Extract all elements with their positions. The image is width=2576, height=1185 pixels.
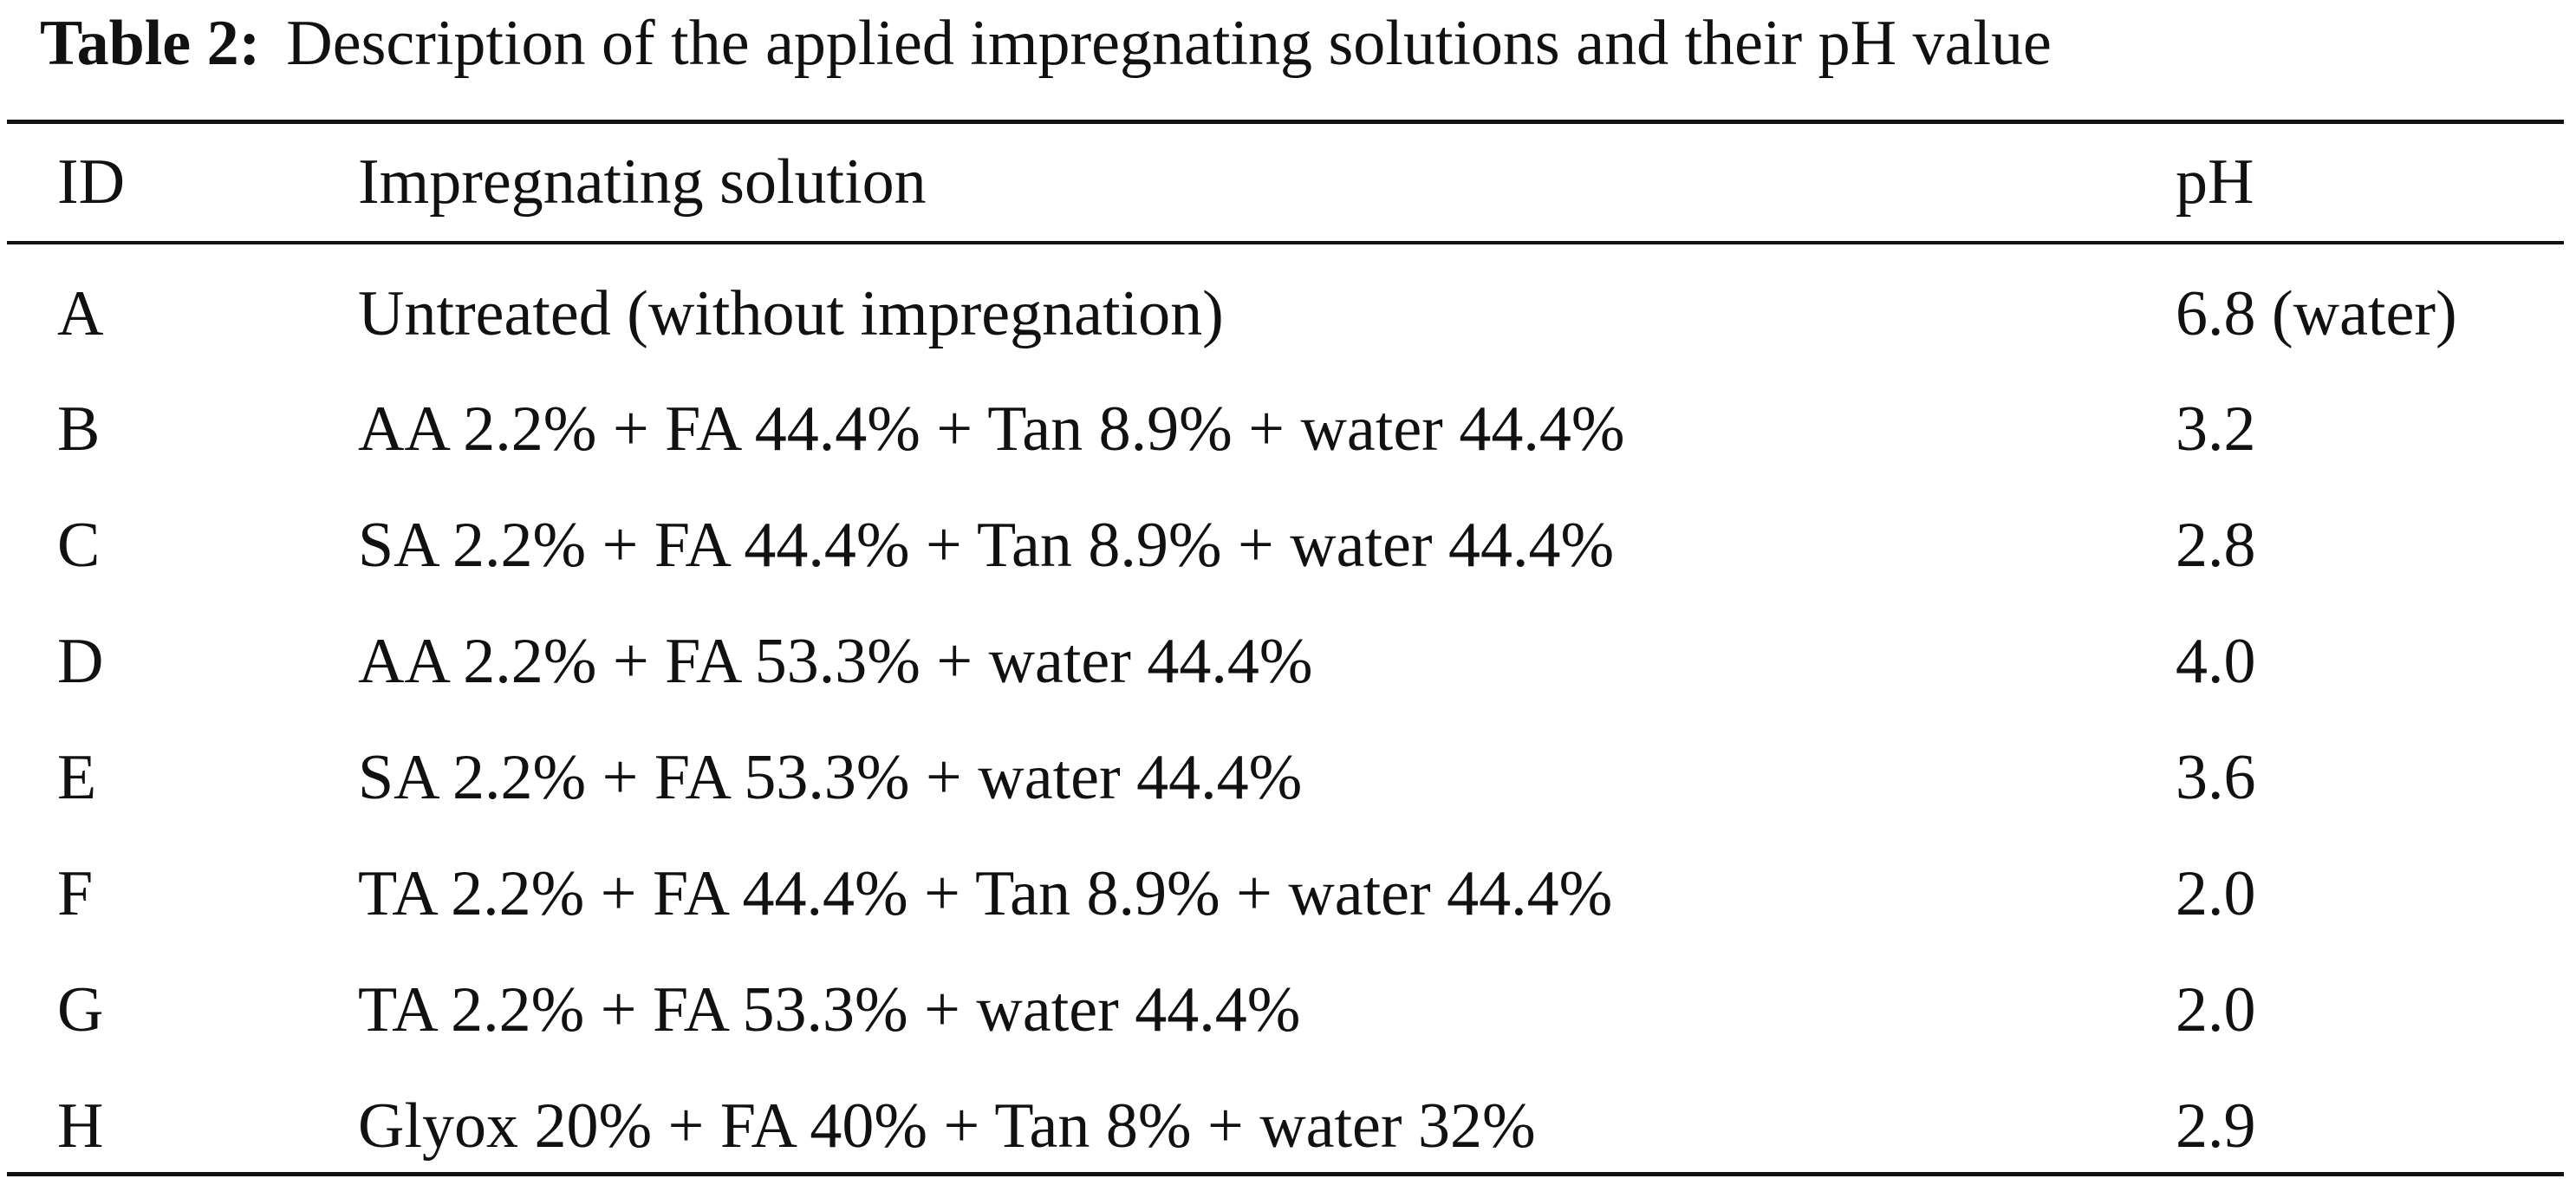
table-caption: Table 2: Description of the applied impre… <box>40 0 2052 87</box>
table-row: G TA 2.2% + FA 53.3% + water 44.4% 2.0 <box>7 952 2564 1068</box>
cell-id: B <box>57 393 101 465</box>
cell-id: A <box>57 277 104 349</box>
cell-ph: 3.6 <box>2176 741 2256 813</box>
cell-solution: AA 2.2% + FA 53.3% + water 44.4% <box>358 625 1313 697</box>
top-rule <box>7 120 2564 124</box>
cell-id: E <box>57 741 97 813</box>
cell-ph: 3.2 <box>2176 393 2256 465</box>
cell-ph: 4.0 <box>2176 625 2256 697</box>
cell-solution: SA 2.2% + FA 53.3% + water 44.4% <box>358 741 1303 813</box>
cell-ph: 6.8 (water) <box>2176 277 2457 349</box>
cell-ph: 2.0 <box>2176 973 2256 1045</box>
table-header-row: ID Impregnating solution pH <box>7 124 2564 241</box>
cell-id: C <box>57 509 101 581</box>
cell-solution: Glyox 20% + FA 40% + Tan 8% + water 32% <box>358 1090 1536 1162</box>
caption-label: Table 2: <box>40 8 261 79</box>
cell-solution: TA 2.2% + FA 44.4% + Tan 8.9% + water 44… <box>358 857 1613 929</box>
table-row: B AA 2.2% + FA 44.4% + Tan 8.9% + water … <box>7 371 2564 487</box>
cell-solution: Untreated (without impregnation) <box>358 277 1224 349</box>
table-row: H Glyox 20% + FA 40% + Tan 8% + water 32… <box>7 1068 2564 1184</box>
cell-ph: 2.0 <box>2176 857 2256 929</box>
bottom-rule <box>7 1172 2564 1176</box>
table-row: A Untreated (without impregnation) 6.8 (… <box>7 241 2564 371</box>
caption-text: Description of the applied impregnating … <box>286 8 2052 79</box>
cell-id: H <box>57 1090 104 1162</box>
cell-id: D <box>57 625 104 697</box>
cell-id: F <box>57 857 94 929</box>
cell-id: G <box>57 973 104 1045</box>
cell-ph: 2.9 <box>2176 1090 2256 1162</box>
solutions-table: ID Impregnating solution pH A Untreated … <box>7 124 2564 1184</box>
header-rule <box>7 241 2564 244</box>
table-row: C SA 2.2% + FA 44.4% + Tan 8.9% + water … <box>7 487 2564 603</box>
table-row: E SA 2.2% + FA 53.3% + water 44.4% 3.6 <box>7 719 2564 836</box>
table-row: F TA 2.2% + FA 44.4% + Tan 8.9% + water … <box>7 836 2564 952</box>
cell-solution: AA 2.2% + FA 44.4% + Tan 8.9% + water 44… <box>358 393 1625 465</box>
table-row: D AA 2.2% + FA 53.3% + water 44.4% 4.0 <box>7 603 2564 719</box>
cell-solution: TA 2.2% + FA 53.3% + water 44.4% <box>358 973 1301 1045</box>
header-solution: Impregnating solution <box>358 146 927 218</box>
cell-solution: SA 2.2% + FA 44.4% + Tan 8.9% + water 44… <box>358 509 1615 581</box>
header-ph: pH <box>2176 146 2254 218</box>
cell-ph: 2.8 <box>2176 509 2256 581</box>
header-id: ID <box>57 146 126 218</box>
